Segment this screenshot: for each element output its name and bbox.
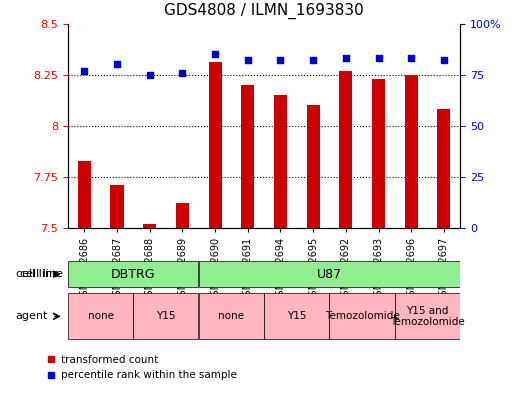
Bar [78, 160, 91, 228]
Point [309, 57, 317, 64]
Bar [143, 224, 156, 228]
Bar [306, 105, 320, 228]
Legend: transformed count, percentile rank within the sample: transformed count, percentile rank withi… [47, 355, 236, 380]
Bar [372, 79, 385, 228]
Text: Y15 and
Temozolomide: Y15 and Temozolomide [390, 306, 465, 327]
Text: cell line: cell line [20, 269, 63, 279]
Point [276, 57, 285, 64]
Text: U87: U87 [317, 268, 342, 281]
FancyBboxPatch shape [264, 293, 329, 339]
FancyBboxPatch shape [199, 261, 460, 287]
FancyBboxPatch shape [199, 293, 264, 339]
FancyBboxPatch shape [133, 293, 198, 339]
Title: GDS4808 / ILMN_1693830: GDS4808 / ILMN_1693830 [164, 3, 364, 19]
Text: none: none [218, 311, 244, 321]
Text: none: none [87, 311, 113, 321]
Point [374, 55, 383, 61]
Text: Temozolomide: Temozolomide [325, 311, 400, 321]
Point [80, 68, 88, 74]
Bar [339, 71, 353, 228]
FancyBboxPatch shape [395, 293, 460, 339]
Bar [437, 109, 450, 228]
Text: Y15: Y15 [156, 311, 176, 321]
Text: agent: agent [16, 311, 48, 321]
Bar [274, 95, 287, 228]
FancyBboxPatch shape [68, 261, 198, 287]
Bar [241, 85, 254, 228]
Bar [405, 75, 418, 228]
Point [244, 57, 252, 64]
Point [178, 70, 187, 76]
Point [145, 72, 154, 78]
Text: DBTRG: DBTRG [111, 268, 155, 281]
FancyBboxPatch shape [329, 293, 394, 339]
Point [407, 55, 415, 61]
FancyBboxPatch shape [68, 293, 133, 339]
Point [440, 57, 448, 64]
Point [342, 55, 350, 61]
Text: Y15: Y15 [287, 311, 306, 321]
Point [211, 51, 219, 57]
Bar [110, 185, 123, 228]
Text: cell line: cell line [16, 269, 59, 279]
Bar [209, 62, 222, 228]
Bar [176, 204, 189, 228]
Point [113, 61, 121, 68]
